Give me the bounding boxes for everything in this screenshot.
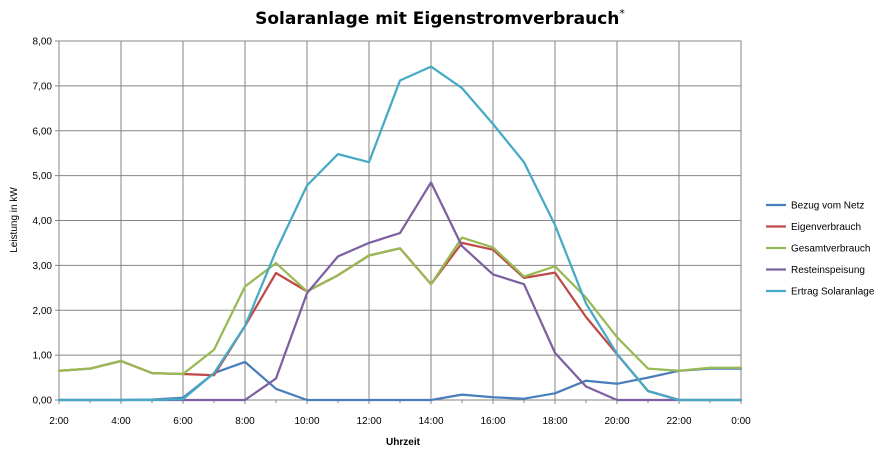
chart-title: Solaranlage mit Eigenstromverbrauch* — [255, 7, 625, 29]
x-tick-label: 4:00 — [111, 416, 131, 427]
x-tick-label: 12:00 — [356, 416, 381, 427]
series-line-2 — [57, 241, 743, 402]
x-tick-label: 20:00 — [604, 416, 629, 427]
y-axis-ticks: 0,00 1,00 2,00 3,00 4,00 5,00 6,00 7,00 8,00 — [33, 37, 53, 407]
chart-title-text: Solaranlage mit Eigenstromverbrauch — [255, 9, 619, 29]
x-tick-label: 0:00 — [731, 416, 751, 427]
y-tick-label: 7,00 — [33, 81, 53, 92]
y-axis-label: Leistung in kW — [9, 187, 20, 253]
x-tick-label: 2:00 — [49, 416, 69, 427]
y-tick-label: 3,00 — [33, 261, 53, 272]
y-tick-label: 2,00 — [33, 306, 53, 317]
series-lines — [57, 65, 743, 402]
x-axis-ticks: 2:00 4:00 6:00 8:00 10:00 12:00 14:00 16:00 18:0… — [49, 416, 751, 427]
x-tick-label: 6:00 — [173, 416, 193, 427]
y-tick-label: 8,00 — [33, 37, 53, 48]
legend-label: Gesamtverbrauch — [791, 244, 870, 255]
x-axis-label: Uhrzeit — [386, 437, 421, 448]
series-line-5 — [57, 65, 743, 402]
x-tick-label: 8:00 — [235, 416, 255, 427]
grid — [55, 40, 742, 404]
legend-label: Eigenverbrauch — [791, 222, 861, 233]
legend-label: Resteinspeisung — [791, 265, 865, 276]
series-line-4 — [57, 181, 743, 402]
y-tick-label: 5,00 — [33, 171, 53, 182]
chart-title-superscript: * — [619, 7, 625, 20]
legend-label: Bezug vom Netz — [791, 201, 864, 212]
y-tick-label: 0,00 — [33, 396, 53, 407]
legend: Bezug vom Netz Eigenverbrauch Gesamtverbra… — [766, 201, 875, 298]
x-tick-label: 14:00 — [418, 416, 443, 427]
x-tick-label: 18:00 — [542, 416, 567, 427]
x-tick-label: 22:00 — [666, 416, 691, 427]
x-tick-label: 16:00 — [480, 416, 505, 427]
y-tick-label: 4,00 — [33, 216, 53, 227]
series-line-3 — [57, 236, 743, 376]
x-tick-label: 10:00 — [294, 416, 319, 427]
legend-label: Ertrag Solaranlage — [791, 287, 875, 298]
y-tick-label: 1,00 — [33, 351, 53, 362]
y-tick-label: 6,00 — [33, 126, 53, 137]
